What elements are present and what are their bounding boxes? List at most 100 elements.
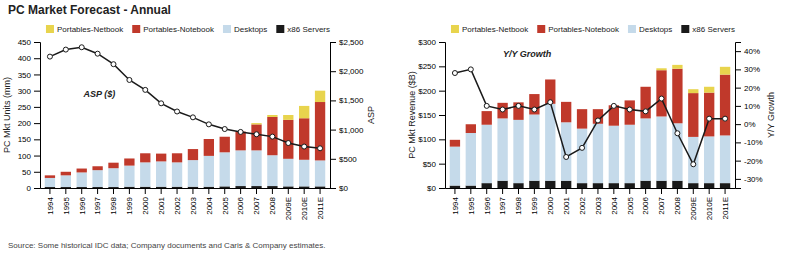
tick: 1995 bbox=[62, 188, 71, 215]
tick-mark bbox=[177, 188, 178, 194]
bar bbox=[299, 186, 309, 188]
bar-series bbox=[656, 65, 730, 93]
marker bbox=[302, 144, 307, 149]
y2-axis-title: ASP bbox=[366, 106, 376, 124]
bar bbox=[92, 166, 102, 167]
tick-label: 2004 bbox=[205, 196, 214, 214]
bar bbox=[656, 70, 666, 116]
bar bbox=[625, 125, 635, 183]
bar bbox=[593, 109, 603, 110]
tick: 30% bbox=[735, 65, 760, 74]
legend-swatch bbox=[276, 25, 284, 33]
marker bbox=[548, 100, 553, 105]
tick-label: 2010E bbox=[300, 197, 309, 220]
tick: 2004 bbox=[610, 188, 619, 215]
marker bbox=[516, 103, 521, 108]
bar bbox=[172, 162, 182, 186]
bar bbox=[188, 149, 198, 150]
bar bbox=[720, 183, 730, 188]
tick: $2,500 bbox=[330, 38, 364, 47]
bar bbox=[315, 160, 325, 186]
tick: 300 bbox=[18, 87, 40, 96]
tick-label: 2004 bbox=[610, 196, 619, 214]
tick-mark bbox=[725, 188, 726, 194]
axis-line bbox=[736, 43, 742, 189]
tick: 1999 bbox=[125, 188, 134, 215]
bar bbox=[466, 124, 476, 133]
bar bbox=[656, 68, 666, 70]
marker bbox=[318, 146, 323, 151]
tick-label: -10% bbox=[744, 138, 763, 147]
tick: 2010E bbox=[705, 188, 714, 220]
bar bbox=[124, 158, 134, 159]
bar-series bbox=[45, 102, 325, 178]
tick-mark bbox=[582, 188, 583, 194]
tick: 1997 bbox=[93, 188, 102, 215]
bar bbox=[315, 102, 325, 160]
bar bbox=[251, 123, 261, 124]
tick: -10% bbox=[735, 138, 763, 147]
marker bbox=[723, 116, 728, 121]
bar bbox=[172, 187, 182, 188]
legend-item: Desktops bbox=[628, 25, 672, 34]
bar bbox=[513, 183, 523, 188]
bar bbox=[77, 168, 87, 169]
tick-label: 40% bbox=[744, 47, 760, 56]
tick-label: 350 bbox=[18, 71, 32, 80]
legend-swatch bbox=[681, 25, 689, 33]
markers bbox=[47, 45, 322, 151]
tick: 2005 bbox=[626, 188, 635, 215]
bar bbox=[315, 91, 325, 102]
tick-mark bbox=[224, 188, 225, 194]
tick-mark bbox=[145, 188, 146, 194]
tick-label: 2002 bbox=[173, 196, 182, 214]
bar bbox=[108, 163, 118, 169]
tick-mark bbox=[330, 159, 336, 160]
tick-label: 2003 bbox=[594, 196, 603, 214]
bar bbox=[513, 120, 523, 183]
bar bbox=[466, 186, 476, 188]
tick-label: 450 bbox=[18, 38, 32, 47]
bar bbox=[529, 115, 539, 181]
marker bbox=[627, 107, 632, 112]
marker bbox=[95, 51, 100, 56]
tick: 1997 bbox=[498, 188, 507, 215]
tick-mark bbox=[272, 188, 273, 194]
tick-label: $1,500 bbox=[339, 96, 364, 105]
tick-label: 2009E bbox=[284, 197, 293, 220]
marker bbox=[63, 47, 68, 52]
y-axis-title: PC Mkt Revenue ($B) bbox=[407, 71, 417, 159]
bar bbox=[640, 86, 650, 87]
tick-mark bbox=[661, 188, 662, 194]
bar bbox=[545, 79, 555, 103]
legend-label: Desktops bbox=[639, 25, 672, 34]
y2-axis: $0$500$1,000$1,500$2,000$2,500 bbox=[330, 38, 364, 193]
bar bbox=[156, 187, 166, 188]
tick: 20% bbox=[735, 84, 760, 93]
tick-label: $100 bbox=[418, 135, 436, 144]
bar bbox=[609, 183, 619, 188]
bar bbox=[450, 147, 460, 186]
line-label: ASP ($) bbox=[83, 89, 116, 99]
tick-label: 2002 bbox=[578, 196, 587, 214]
tick: $0 bbox=[330, 184, 348, 193]
bar bbox=[704, 87, 714, 93]
axis-line bbox=[41, 188, 331, 189]
legend-label: Portables-Netbook bbox=[57, 25, 124, 34]
tick-label: 20% bbox=[744, 84, 760, 93]
legend-label: x86 Servers bbox=[692, 25, 735, 34]
tick-label: 2005 bbox=[626, 196, 635, 214]
y-axis-title: PC Mkt Units (mm) bbox=[2, 77, 12, 153]
tick: 2002 bbox=[578, 188, 587, 215]
bar bbox=[108, 162, 118, 163]
tick-label: 1999 bbox=[125, 196, 134, 214]
tick-label: 400 bbox=[18, 54, 32, 63]
tick-mark bbox=[486, 188, 487, 194]
tick: 1996 bbox=[78, 188, 87, 215]
marker bbox=[238, 129, 243, 134]
tick: 50 bbox=[22, 168, 40, 177]
tick-mark bbox=[34, 188, 40, 189]
tick-mark bbox=[439, 66, 445, 67]
bar bbox=[720, 67, 730, 75]
tick: $300 bbox=[418, 38, 445, 47]
